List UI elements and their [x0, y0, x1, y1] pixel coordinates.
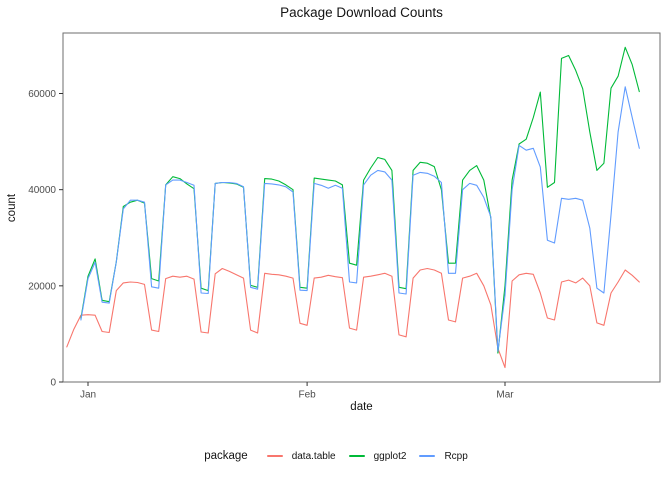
- series-line-ggplot2: [80, 46, 640, 354]
- x-axis-title: date: [350, 401, 373, 413]
- legend-swatch-data.table: [266, 455, 283, 457]
- y-tick-label-20000: 20000: [28, 281, 56, 292]
- y-axis-title-wrap: count: [2, 33, 22, 382]
- legend: package data.table ggplot2 Rcpp: [0, 443, 672, 469]
- y-tick-label-40000: 40000: [28, 185, 56, 196]
- y-tick-label-0: 0: [50, 378, 56, 389]
- legend-label-data.table: data.table: [291, 450, 336, 462]
- chart-title: Package Download Counts: [280, 5, 443, 20]
- y-tick-label-60000: 60000: [28, 89, 56, 100]
- legend-items: data.table ggplot2 Rcpp: [266, 450, 468, 462]
- series-line-Rcpp: [80, 86, 640, 352]
- panel-border: [62, 32, 661, 383]
- legend-item-Rcpp: Rcpp: [419, 450, 468, 462]
- legend-label-Rcpp: Rcpp: [444, 450, 468, 462]
- x-tick-label-Jan: Jan: [80, 390, 96, 401]
- series-line-data.table: [66, 267, 640, 369]
- x-tick-label-Mar: Mar: [496, 390, 514, 401]
- legend-swatch-Rcpp: [419, 455, 436, 457]
- legend-title: package: [204, 450, 248, 462]
- x-tick-label-Feb: Feb: [298, 390, 316, 401]
- legend-item-ggplot2: ggplot2: [348, 450, 407, 462]
- legend-item-data.table: data.table: [266, 450, 336, 462]
- y-axis-title: count: [6, 193, 19, 222]
- legend-label-ggplot2: ggplot2: [373, 450, 407, 462]
- legend-swatch-ggplot2: [348, 455, 365, 457]
